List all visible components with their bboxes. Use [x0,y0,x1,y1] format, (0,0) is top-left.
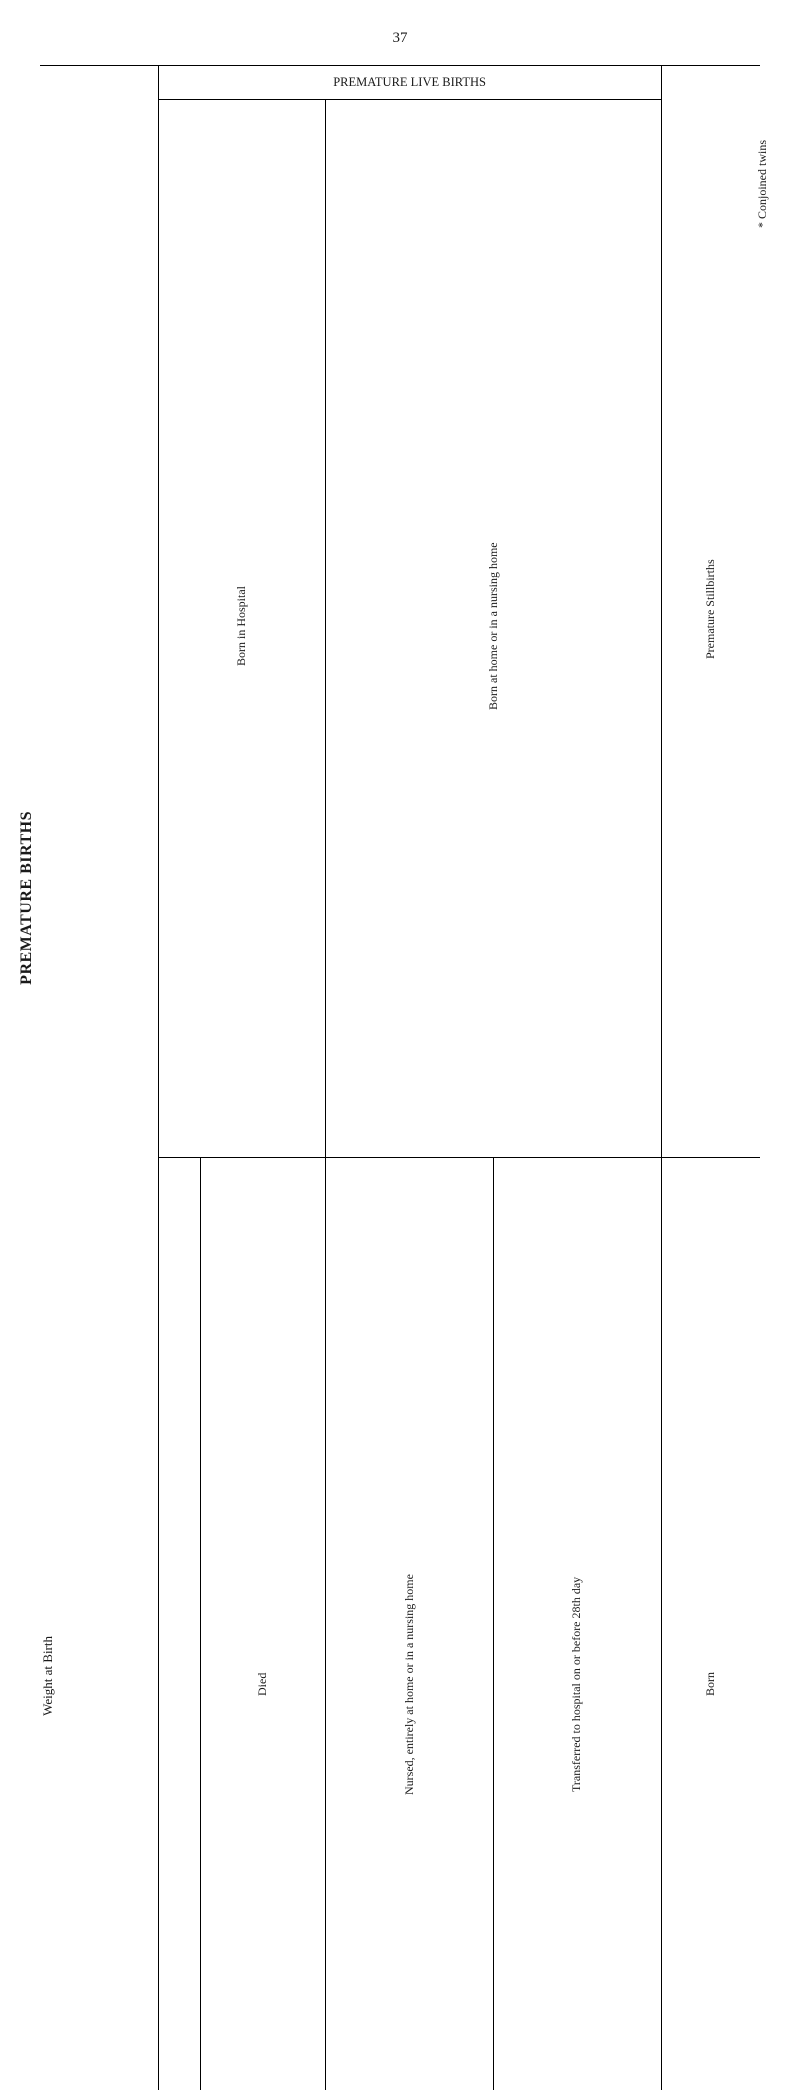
data-table: Weight at Birth PREMATURE LIVE BIRTHS Pr… [40,65,760,2090]
transferred-header: Transferred to hospital on or before 28t… [493,1158,661,2090]
premature-live-births-header: PREMATURE LIVE BIRTHS [158,66,661,100]
born-home-nursing-header: Born at home or in a nursing home [326,100,661,1158]
died-1: Died [200,1158,326,2090]
weight-at-birth-header: Weight at Birth [40,66,158,2090]
main-title: PREMATURE BIRTHS [18,811,36,985]
premature-stillbirths-header: Premature Stillbirths [661,66,760,1158]
nursed-header: Nursed, entirely at home or in a nursing… [326,1158,494,2090]
footnote: * Conjoined twins [755,140,770,228]
born-header: Born [661,1158,760,2090]
col-total-births-1: Total Births [158,1158,200,2090]
page: 37 PREMATURE BIRTHS * Conjoined twins We… [0,0,800,1045]
born-in-hospital-header: Born in Hospital [158,100,326,1158]
page-number: 37 [40,30,760,47]
